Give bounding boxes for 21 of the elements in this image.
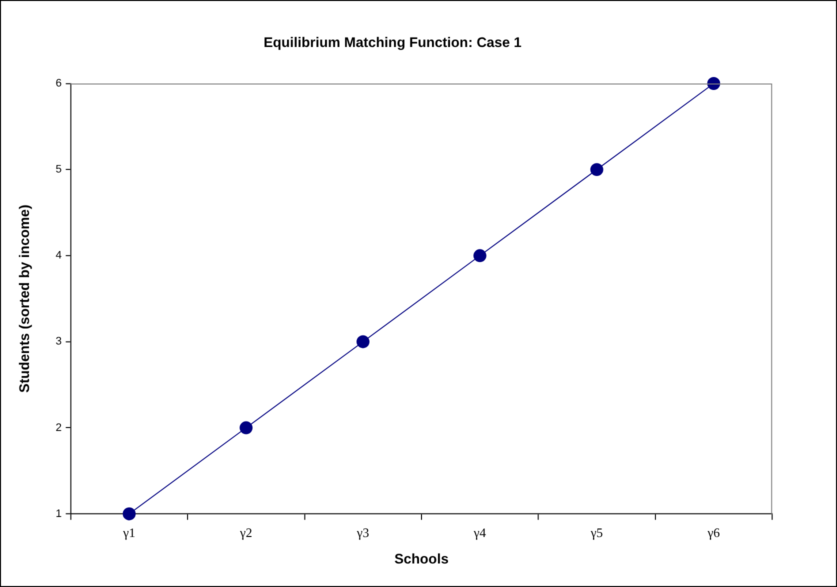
y-tick-label: 2 xyxy=(56,422,62,434)
y-tick-label: 6 xyxy=(56,78,62,90)
y-tick-label: 1 xyxy=(56,508,62,520)
x-tick-label: γ3 xyxy=(356,524,370,540)
x-tick-label: γ2 xyxy=(238,524,252,540)
x-tick-label: γ4 xyxy=(472,524,487,540)
x-tick-label: γ5 xyxy=(590,524,603,540)
point xyxy=(356,335,370,348)
x-tick-label: γ1 xyxy=(122,524,136,540)
point xyxy=(707,77,720,90)
chart-title: Equilibrium Matching Function: Case 1 xyxy=(264,34,522,50)
point xyxy=(590,163,604,176)
y-tick-label: 4 xyxy=(56,250,62,262)
x-axis-title: Schools xyxy=(394,550,449,567)
y-tick-label: 3 xyxy=(56,336,62,348)
point xyxy=(473,249,486,262)
point xyxy=(240,421,253,434)
y-axis-title: Students (sorted by income) xyxy=(16,204,32,393)
point xyxy=(122,507,136,520)
y-tick-label: 5 xyxy=(56,164,62,176)
x-tick-label: γ6 xyxy=(706,524,720,540)
